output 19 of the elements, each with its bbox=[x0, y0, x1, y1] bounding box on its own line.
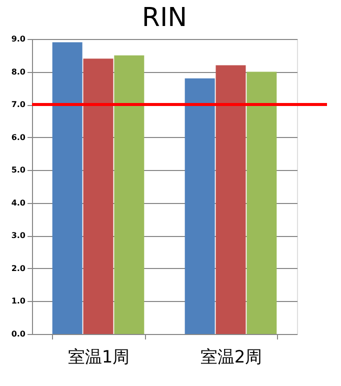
chart-title: RIN bbox=[142, 3, 188, 33]
bar bbox=[216, 65, 246, 334]
x-tick-label: 室温1周 bbox=[68, 348, 130, 368]
y-tick-label: 6.0 bbox=[11, 132, 26, 142]
y-tick-label: 2.0 bbox=[11, 264, 26, 273]
y-tick-label: 4.0 bbox=[11, 198, 26, 208]
y-tick-label: 5.0 bbox=[11, 166, 26, 175]
x-tick-label: 室温2周 bbox=[200, 348, 262, 368]
y-tick-label: 7.0 bbox=[11, 100, 26, 110]
bar bbox=[184, 78, 215, 334]
y-tick-label: 8.0 bbox=[11, 67, 26, 76]
y-tick-label: 9.0 bbox=[11, 34, 26, 44]
y-tick-label: 0.0 bbox=[11, 330, 26, 338]
bar bbox=[83, 58, 114, 334]
bar bbox=[246, 72, 277, 334]
y-tick-label: 1.0 bbox=[11, 296, 26, 306]
bar bbox=[52, 42, 82, 334]
bar bbox=[114, 55, 144, 334]
y-tick-label: 3.0 bbox=[11, 231, 26, 240]
